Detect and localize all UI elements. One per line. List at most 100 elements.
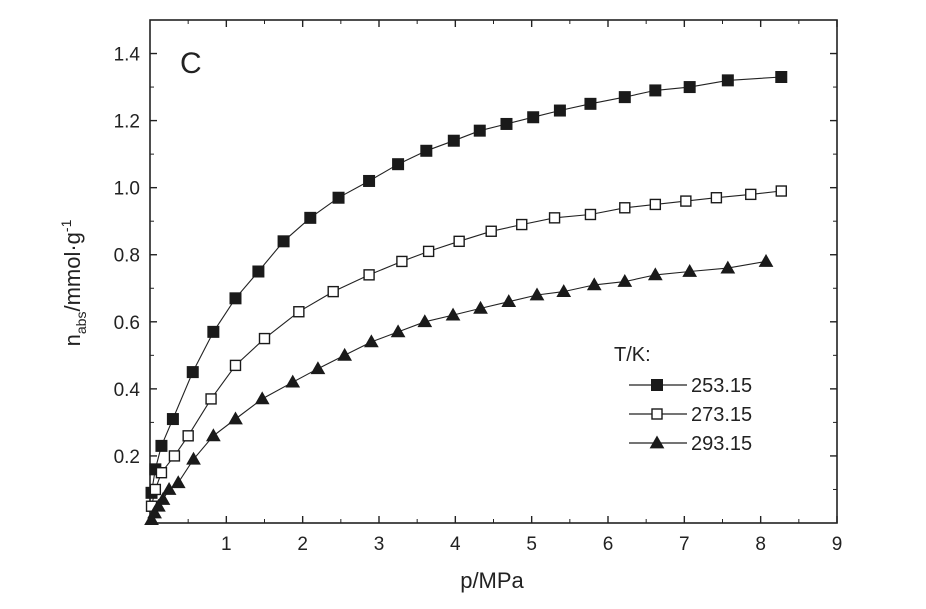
data-point-273.15	[775, 185, 787, 197]
data-point-293.15	[151, 498, 166, 512]
data-point-273.15	[149, 483, 162, 496]
y-tick-label: 1.2	[114, 112, 140, 133]
data-point-253.15	[649, 84, 662, 97]
data-point-293.15	[682, 263, 698, 277]
x-tick-label: 6	[603, 534, 614, 555]
y-tick-label: 0.6	[114, 313, 140, 334]
series-line-253.15	[150, 76, 782, 493]
y-axis-title: nabs/mmol·g-1	[58, 219, 89, 346]
data-point-293.15	[337, 347, 353, 361]
legend-marker-293.15	[649, 435, 665, 449]
data-point-273.15	[258, 332, 271, 345]
legend-label-293.15: 293.15	[691, 433, 752, 455]
data-point-273.15	[363, 269, 375, 281]
y-axis-title-subscript: abs	[73, 312, 89, 335]
data-point-293.15	[758, 253, 774, 267]
data-point-293.15	[228, 411, 243, 425]
series-markers	[144, 71, 788, 526]
data-point-253.15	[392, 158, 405, 171]
x-tick-label: 9	[832, 534, 843, 555]
data-point-253.15	[332, 191, 345, 204]
legend-items: 253.15 273.15 293.15	[629, 375, 752, 455]
legend-marker-253.15	[651, 379, 663, 391]
panel-label: C	[180, 47, 202, 80]
data-point-293.15	[390, 324, 406, 338]
data-point-293.15	[586, 277, 602, 291]
data-point-293.15	[417, 314, 433, 328]
data-point-293.15	[310, 361, 326, 375]
legend: T/K: 253.15 273.15 293.15	[614, 344, 752, 455]
data-point-253.15	[683, 81, 696, 94]
x-tick-label: 5	[526, 534, 537, 555]
data-point-293.15	[205, 428, 221, 442]
data-point-253.15	[207, 325, 220, 338]
x-tick-label: 2	[297, 534, 308, 555]
legend-title: T/K:	[614, 344, 651, 366]
data-point-273.15	[293, 306, 305, 318]
data-point-273.15	[619, 202, 631, 214]
data-point-273.15	[485, 225, 497, 237]
data-point-273.15	[229, 359, 242, 372]
data-point-273.15	[680, 195, 692, 207]
data-point-273.15	[548, 212, 561, 224]
data-point-273.15	[453, 235, 465, 248]
data-point-293.15	[556, 284, 572, 297]
data-point-253.15	[618, 91, 631, 104]
data-point-273.15	[182, 430, 194, 442]
data-point-293.15	[285, 374, 301, 388]
data-point-293.15	[617, 274, 633, 287]
x-tick-label: 4	[450, 534, 461, 555]
data-point-273.15	[649, 198, 662, 211]
series-line-293.15	[151, 260, 767, 520]
data-point-253.15	[721, 74, 734, 87]
data-point-293.15	[155, 492, 171, 505]
series-lines	[150, 76, 782, 520]
data-point-293.15	[529, 287, 545, 301]
x-tick-label: 7	[679, 534, 690, 555]
y-tick-label: 0.2	[114, 447, 140, 468]
data-point-273.15	[396, 255, 408, 268]
data-point-253.15	[473, 124, 486, 137]
data-point-293.15	[473, 300, 488, 314]
data-point-253.15	[186, 366, 199, 379]
data-point-293.15	[186, 451, 201, 465]
data-point-273.15	[205, 393, 217, 405]
y-axis-title-superscript: -1	[58, 219, 74, 232]
series-line-273.15	[150, 190, 782, 507]
legend-label-273.15: 273.15	[691, 404, 752, 426]
y-axis-title-main: n	[60, 334, 85, 346]
data-point-253.15	[527, 111, 540, 124]
y-axis-title-unit: /mmol·g	[60, 232, 85, 311]
legend-marker-273.15	[651, 408, 663, 420]
data-point-253.15	[447, 134, 460, 147]
data-point-293.15	[254, 391, 270, 405]
y-tick-label: 1.4	[114, 45, 141, 66]
x-tick-label: 3	[374, 534, 385, 555]
x-axis-title: p/MPa	[460, 568, 524, 593]
data-point-293.15	[364, 334, 379, 348]
data-point-273.15	[155, 467, 168, 479]
data-point-273.15	[168, 450, 181, 462]
data-point-253.15	[155, 439, 168, 452]
data-point-293.15	[170, 475, 186, 489]
data-point-273.15	[745, 188, 757, 201]
data-point-273.15	[710, 192, 723, 204]
data-point-253.15	[363, 174, 376, 187]
data-point-273.15	[422, 245, 435, 258]
y-tick-label: 0.4	[114, 380, 141, 401]
data-point-293.15	[144, 512, 159, 526]
data-point-253.15	[166, 413, 179, 426]
data-point-293.15	[445, 307, 461, 321]
data-point-293.15	[720, 260, 736, 274]
data-point-253.15	[304, 211, 317, 224]
y-tick-label: 1.0	[114, 179, 140, 200]
data-point-253.15	[584, 97, 597, 110]
x-tick-label: 8	[755, 534, 766, 555]
data-point-273.15	[516, 218, 528, 231]
data-point-293.15	[161, 481, 177, 495]
x-tick-label: 1	[221, 534, 232, 555]
data-point-253.15	[277, 235, 290, 248]
data-point-253.15	[420, 144, 433, 157]
data-point-293.15	[647, 267, 663, 281]
